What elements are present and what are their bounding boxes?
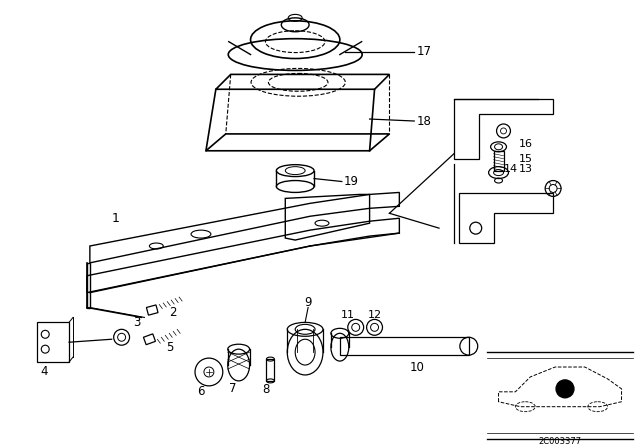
Text: 7: 7 — [229, 382, 236, 395]
Text: 2C003377: 2C003377 — [538, 437, 582, 447]
Text: 8: 8 — [262, 383, 269, 396]
Bar — [340, 337, 468, 355]
Circle shape — [556, 380, 574, 398]
Text: 13: 13 — [518, 164, 532, 174]
Text: 17: 17 — [416, 45, 431, 58]
Bar — [266, 359, 275, 381]
Text: 11: 11 — [340, 310, 355, 320]
Text: 9: 9 — [305, 296, 312, 309]
Text: 18: 18 — [416, 115, 431, 128]
Bar — [143, 334, 156, 345]
Bar — [147, 305, 158, 315]
Text: 6: 6 — [197, 385, 205, 398]
Text: 15: 15 — [518, 154, 532, 164]
Bar — [493, 151, 504, 171]
Text: 1: 1 — [112, 212, 120, 225]
Text: 14: 14 — [504, 164, 518, 174]
Text: 5: 5 — [166, 340, 173, 353]
Text: 10: 10 — [409, 361, 424, 374]
Text: 12: 12 — [367, 310, 381, 320]
Text: 19: 19 — [344, 175, 359, 188]
Text: 4: 4 — [40, 366, 48, 379]
Text: 3: 3 — [134, 316, 141, 329]
Text: 16: 16 — [518, 139, 532, 149]
Text: 2: 2 — [169, 306, 177, 319]
